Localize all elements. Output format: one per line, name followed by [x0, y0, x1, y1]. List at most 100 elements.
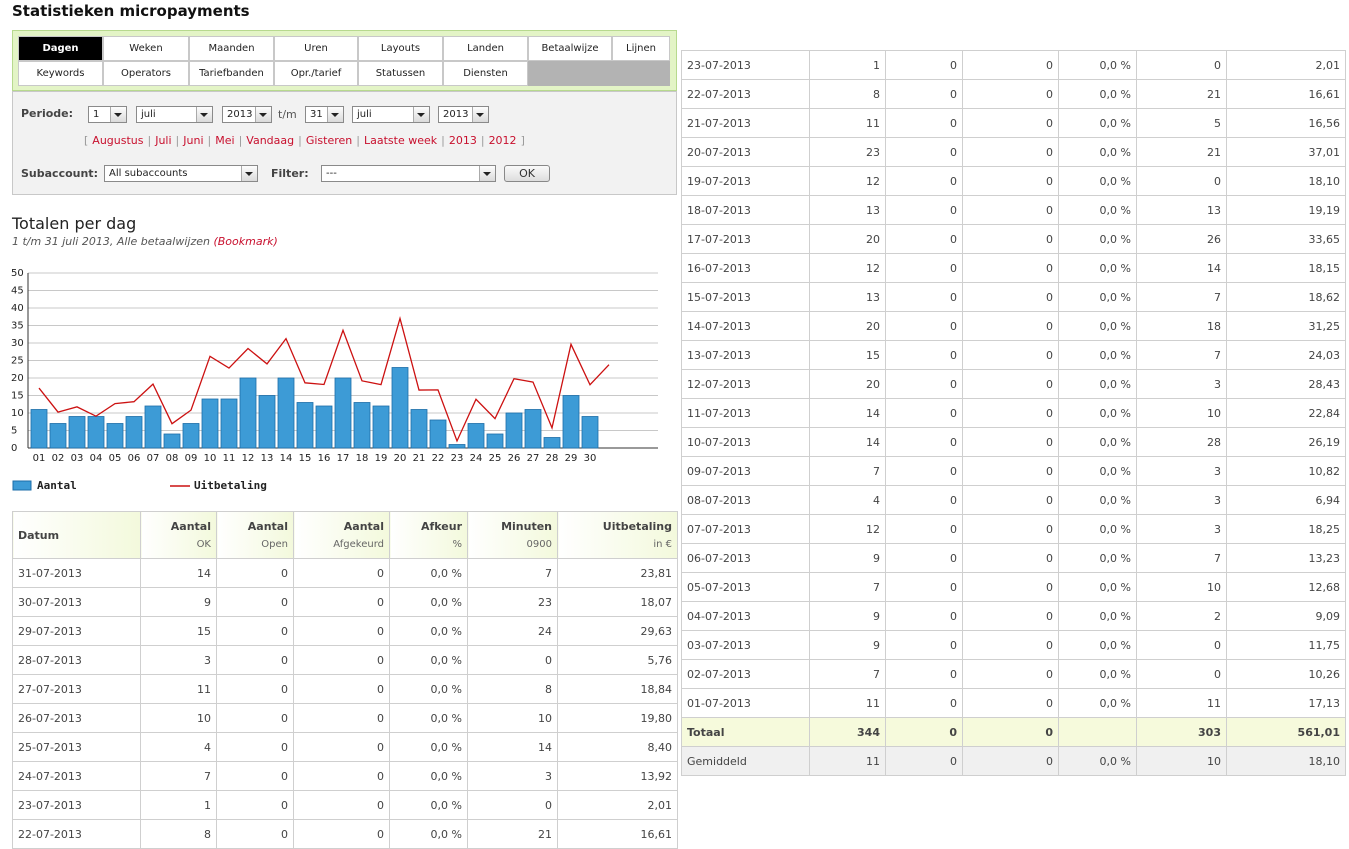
- tab[interactable]: Weken: [103, 36, 189, 61]
- header-cell: Uitbetaling in €: [557, 511, 678, 559]
- header-label: Uitbetaling: [602, 520, 672, 533]
- quick-link[interactable]: Vandaag: [246, 134, 295, 147]
- quick-link[interactable]: Laatste week: [363, 134, 438, 147]
- table-cell: 0,0 %: [1058, 369, 1137, 399]
- quick-link[interactable]: 2013: [448, 134, 477, 147]
- table-cell: 12: [809, 253, 886, 283]
- table-cell: 1: [140, 790, 217, 820]
- bar: [353, 402, 371, 449]
- select[interactable]: 31: [305, 106, 344, 123]
- quick-link[interactable]: Mei: [215, 134, 235, 147]
- quick-link[interactable]: Gisteren: [305, 134, 353, 147]
- table-cell: 0: [885, 746, 963, 776]
- select[interactable]: 2013: [438, 106, 489, 123]
- table-cell: 0: [885, 50, 963, 80]
- table-cell: 06-07-2013: [681, 543, 810, 573]
- tab[interactable]: Uren: [274, 36, 358, 61]
- table-cell: 26,19: [1226, 427, 1346, 457]
- table-row: 09-07-2013 7 0 0 0,0 % 3 10,82: [681, 456, 1346, 486]
- table-cell: 303: [1136, 717, 1227, 747]
- bookmark-link[interactable]: (Bookmark): [213, 235, 278, 248]
- table-cell: 18,62: [1226, 282, 1346, 312]
- table-cell: 0: [885, 79, 963, 109]
- table-cell: 0: [216, 587, 294, 617]
- bar: [391, 367, 409, 449]
- table-cell: 7: [809, 572, 886, 602]
- header-label: Afkeur: [420, 520, 462, 533]
- table-cell: 9: [809, 601, 886, 631]
- table-row: 20-07-2013 23 0 0 0,0 % 21 37,01: [681, 137, 1346, 167]
- x-tick-label: 04: [90, 453, 103, 464]
- tab[interactable]: Betaalwijze: [528, 36, 612, 61]
- x-tick-label: 24: [470, 453, 483, 464]
- quick-link[interactable]: Juni: [183, 134, 204, 147]
- table-cell: 24-07-2013: [12, 761, 141, 791]
- table-cell: 0: [885, 456, 963, 486]
- separator: |: [441, 134, 445, 147]
- table-cell: 26-07-2013: [12, 703, 141, 733]
- table-cell: 0,0 %: [1058, 746, 1137, 776]
- table-cell: 2,01: [1226, 50, 1346, 80]
- table-cell: 20: [809, 369, 886, 399]
- table-cell: 16,61: [557, 819, 678, 849]
- tab[interactable]: Dagen: [18, 36, 103, 61]
- table-cell: 26: [1136, 224, 1227, 254]
- x-tick-label: 05: [109, 453, 122, 464]
- table-cell: 0: [962, 340, 1059, 370]
- quick-link[interactable]: Juli: [155, 134, 172, 147]
- line: [38, 316, 610, 443]
- table-cell: 0,0 %: [1058, 108, 1137, 138]
- table-cell: 0: [885, 398, 963, 428]
- tab[interactable]: Diensten: [443, 61, 528, 86]
- x-tick-label: 20: [394, 453, 407, 464]
- chart-subtitle: 1 t/m 31 juli 2013, Alle betaalwijzen (B…: [12, 235, 278, 248]
- header-cell: Afkeur%: [389, 511, 468, 559]
- table-cell: 0,0 %: [389, 587, 468, 617]
- table-cell: 0: [962, 79, 1059, 109]
- separator: |: [356, 134, 360, 147]
- table-cell: 0: [962, 50, 1059, 80]
- select[interactable]: 1: [88, 106, 127, 123]
- tab[interactable]: Operators: [103, 61, 189, 86]
- tab[interactable]: Statussen: [358, 61, 443, 86]
- ok-button[interactable]: OK: [504, 165, 550, 182]
- tab[interactable]: Opr./tarief: [274, 61, 358, 86]
- header-cell: Aantal Open: [216, 511, 294, 559]
- x-tick-label: 21: [413, 453, 426, 464]
- table-cell: 8: [467, 674, 558, 704]
- tab[interactable]: Keywords: [18, 61, 103, 86]
- select[interactable]: juli: [352, 106, 430, 123]
- table-cell: 6,94: [1226, 485, 1346, 515]
- tab[interactable]: Lijnen: [612, 36, 670, 61]
- y-tick-label: 15: [11, 391, 24, 402]
- bar: [581, 416, 599, 449]
- select[interactable]: All subaccounts: [104, 165, 258, 182]
- quick-link[interactable]: 2012: [488, 134, 517, 147]
- select[interactable]: ---: [321, 165, 496, 182]
- table-cell: 18-07-2013: [681, 195, 810, 225]
- table-cell: 0,0 %: [1058, 282, 1137, 312]
- bar: [68, 416, 86, 449]
- tab[interactable]: Landen: [443, 36, 528, 61]
- tab[interactable]: Maanden: [189, 36, 274, 61]
- table-cell: 3: [140, 645, 217, 675]
- table-cell: 0: [962, 311, 1059, 341]
- table-cell: 0: [293, 790, 390, 820]
- table-cell: 8: [809, 79, 886, 109]
- table-cell: 31-07-2013: [12, 558, 141, 588]
- select[interactable]: juli: [136, 106, 213, 123]
- table-row: 23-07-2013 1 0 0 0,0 % 0 2,01: [12, 790, 678, 820]
- tab[interactable]: Tariefbanden: [189, 61, 274, 86]
- table-cell: 0: [1136, 166, 1227, 196]
- table-row: 25-07-2013 4 0 0 0,0 % 14 8,40: [12, 732, 678, 762]
- bar: [258, 395, 276, 449]
- table-row: Totaal 344 0 0 303 561,01: [681, 717, 1346, 747]
- tab[interactable]: Layouts: [358, 36, 443, 61]
- table-cell: 14: [809, 427, 886, 457]
- quick-link[interactable]: Augustus: [92, 134, 144, 147]
- table-row: 31-07-2013 14 0 0 0,0 % 7 23,81: [12, 558, 678, 588]
- table-cell: 0: [962, 108, 1059, 138]
- table-cell: 3: [1136, 485, 1227, 515]
- table-cell: 0: [885, 717, 963, 747]
- select[interactable]: 2013: [222, 106, 272, 123]
